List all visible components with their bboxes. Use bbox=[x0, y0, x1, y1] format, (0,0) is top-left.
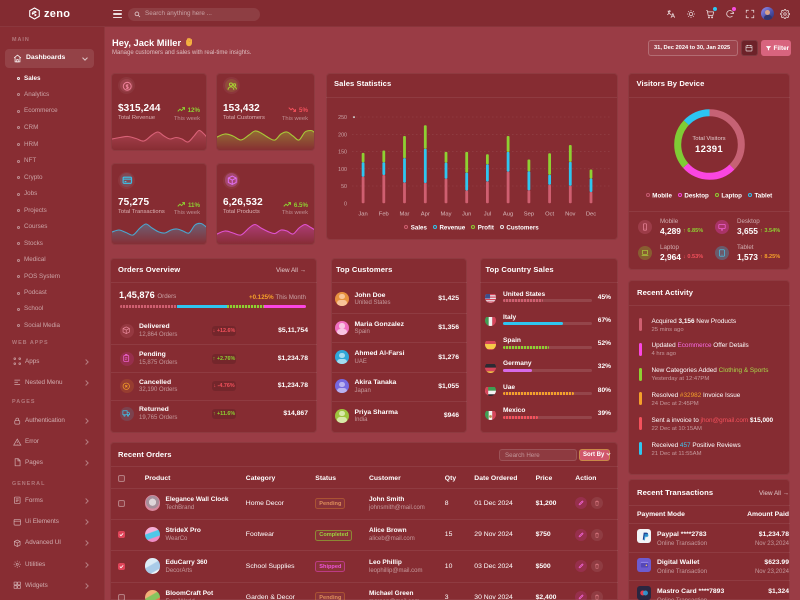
svg-text:Jul: Jul bbox=[484, 212, 491, 218]
svg-text:Nov: Nov bbox=[565, 212, 575, 218]
svg-text:Feb: Feb bbox=[379, 212, 389, 218]
svg-text:150: 150 bbox=[338, 150, 347, 156]
svg-text:Sep: Sep bbox=[524, 212, 534, 218]
svg-text:Apr: Apr bbox=[421, 212, 430, 218]
svg-text:Mar: Mar bbox=[400, 212, 410, 218]
svg-text:Jan: Jan bbox=[358, 212, 367, 218]
svg-text:Oct: Oct bbox=[545, 212, 554, 218]
svg-text:May: May bbox=[441, 212, 452, 218]
svg-text:Dec: Dec bbox=[586, 212, 596, 218]
svg-text:100: 100 bbox=[338, 167, 347, 173]
svg-text:50: 50 bbox=[341, 184, 347, 190]
svg-text:Jun: Jun bbox=[462, 212, 471, 218]
svg-text:200: 200 bbox=[338, 132, 347, 138]
svg-text:250: 250 bbox=[338, 115, 347, 121]
svg-text:Aug: Aug bbox=[503, 212, 513, 218]
svg-text:0: 0 bbox=[344, 201, 347, 207]
